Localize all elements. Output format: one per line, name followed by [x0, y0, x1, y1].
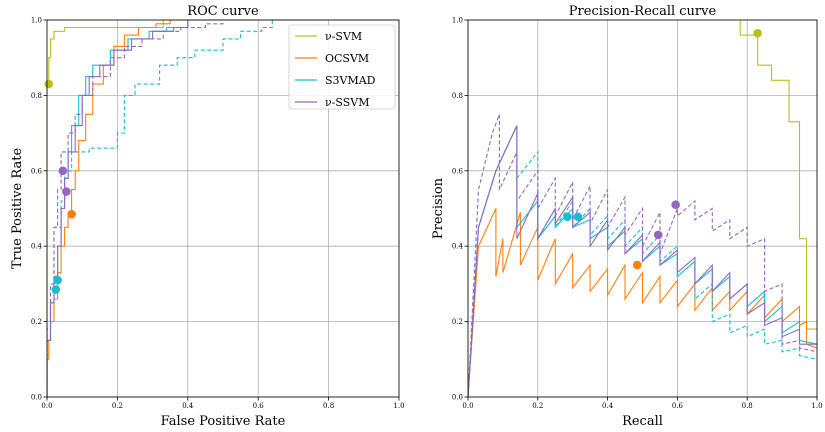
pr-series-group	[468, 20, 818, 398]
pr-series-nu-ssvm-dashed	[468, 114, 818, 398]
legend: ν-SVM OCSVM S3VMAD ν-SSVM	[288, 24, 396, 110]
pr-series-nu-ssvm	[468, 125, 817, 398]
pr-xtick-label-2: 0.4	[602, 402, 614, 410]
roc-marker-nu-ssvm	[62, 187, 71, 196]
pr-xtick-label-3: 0.6	[672, 402, 684, 410]
roc-series-nu-ssvm-dashed	[47, 19, 399, 397]
roc-series-nu-ssvm	[47, 19, 399, 397]
roc-series-group	[47, 19, 399, 397]
roc-xtick-label-4: 0.8	[323, 402, 334, 410]
roc-xtick-label-5: 1.0	[393, 402, 404, 410]
roc-marker-s3vmad	[53, 275, 62, 285]
pr-ytick-label-2: 0.4	[452, 243, 464, 251]
legend-label-nu-svm: ν-SVM	[325, 30, 362, 43]
roc-xlabel: False Positive Rate	[161, 414, 286, 429]
roc-ytick-label-2: 0.4	[31, 243, 43, 251]
pr-ytick-label-1: 0.2	[452, 318, 463, 326]
pr-xtick-label-1: 0.2	[532, 402, 543, 410]
legend-label-nu-ssvm: ν-SSVM	[325, 96, 370, 109]
pr-marker-nu-svm	[753, 28, 762, 38]
pr-marker-ocsvm	[632, 260, 642, 270]
pr-series-s3vmad	[468, 125, 818, 398]
pr-ytick-label-4: 0.8	[452, 92, 463, 100]
pr-panel: 0.0 0.2 0.4 0.6 0.8 1.0 0.0 0.2 0.4 0.6 0.8 1.0 Prec…	[431, 4, 823, 429]
legend-frame	[288, 24, 396, 110]
roc-ytick-label-0: 0.0	[31, 394, 42, 402]
roc-ytick-label-3: 0.6	[31, 167, 43, 175]
pr-xlabel: Recall	[622, 414, 663, 429]
pr-marker-nu-ssvm	[653, 230, 663, 240]
roc-axes-frame	[46, 19, 400, 398]
roc-marker-nu-ssvm-dashed	[58, 166, 68, 176]
roc-ytick-label-4: 0.8	[31, 92, 42, 100]
roc-xtick-label-1: 0.2	[112, 402, 123, 410]
pr-ytick-label-5: 1.0	[452, 17, 463, 25]
roc-marker-s3vmad-dashed	[51, 285, 61, 294]
pr-marker-nu-ssvm-dashed	[671, 200, 680, 210]
pr-axes-frame	[467, 19, 818, 398]
roc-ylabel: True Positive Rate	[10, 148, 25, 270]
pr-xtick-label-4: 0.8	[742, 402, 753, 410]
roc-marker-nu-svm	[44, 79, 54, 89]
pr-xtick-label-0: 0.0	[462, 402, 473, 410]
roc-title: ROC curve	[187, 4, 259, 19]
pr-title: Precision-Recall curve	[569, 4, 717, 19]
roc-ytick-label-5: 1.0	[31, 17, 42, 25]
pr-xtick-label-5: 1.0	[811, 402, 822, 410]
roc-series-s3vmad-dashed	[47, 19, 399, 397]
roc-ytick-label-1: 0.2	[31, 318, 42, 326]
pr-marker-s3vmad	[573, 212, 583, 222]
roc-panel: 0.0 0.2 0.4 0.6 0.8 1.0 0.0 0.2 0.4 0.6 0.8 1.0 ROC …	[10, 4, 405, 429]
pr-marker-s3vmad-dashed	[563, 212, 572, 222]
pr-ytick-label-0: 0.0	[452, 394, 463, 402]
legend-label-s3vmad: S3VMAD	[325, 74, 376, 87]
pr-series-nu-svm	[739, 20, 817, 330]
roc-marker-ocsvm	[67, 209, 76, 219]
roc-xtick-label-3: 0.6	[253, 402, 265, 410]
roc-series-ocsvm	[47, 19, 399, 397]
pr-ytick-label-3: 0.6	[452, 167, 464, 175]
legend-label-ocsvm: OCSVM	[325, 52, 369, 65]
roc-xtick-label-0: 0.0	[41, 402, 52, 410]
roc-xtick-label-2: 0.4	[182, 402, 194, 410]
pr-ylabel: Precision	[431, 177, 446, 239]
